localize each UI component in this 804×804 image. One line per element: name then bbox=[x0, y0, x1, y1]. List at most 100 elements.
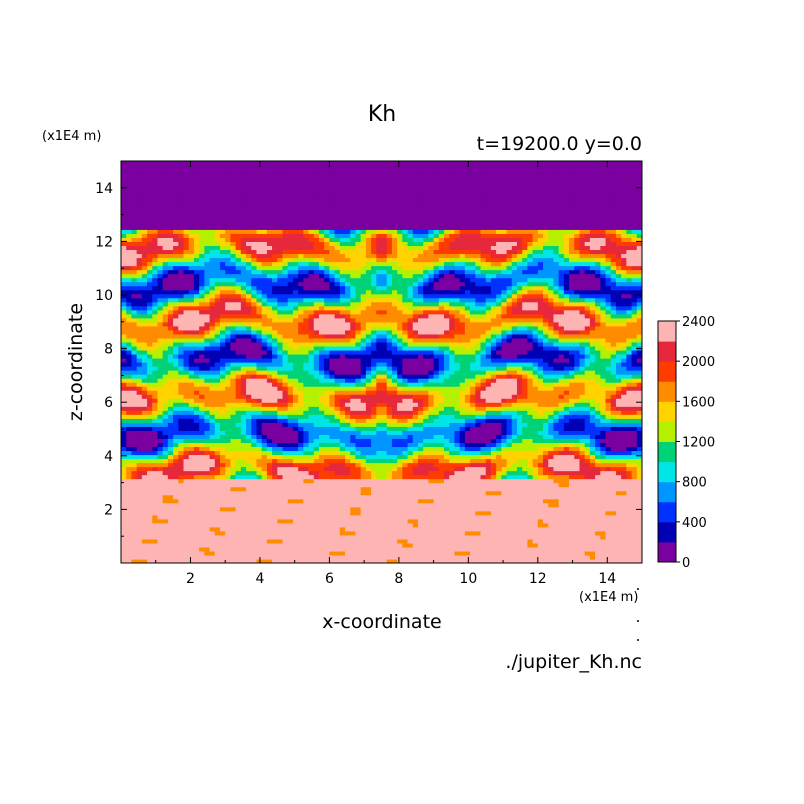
field-cell bbox=[490, 510, 497, 516]
field-cell bbox=[553, 382, 560, 387]
field-cell bbox=[136, 366, 143, 371]
field-cell bbox=[605, 490, 612, 496]
field-cell bbox=[365, 410, 372, 415]
field-cell bbox=[256, 414, 263, 419]
field-cell bbox=[339, 550, 346, 556]
field-cell bbox=[501, 518, 508, 524]
field-cell bbox=[303, 378, 310, 383]
field-cell bbox=[589, 450, 596, 456]
field-cell bbox=[459, 394, 466, 399]
field-cell bbox=[376, 426, 383, 431]
field-cell bbox=[522, 446, 528, 452]
field-cell bbox=[490, 466, 497, 472]
field-cell bbox=[173, 406, 179, 411]
field-cell bbox=[490, 474, 497, 480]
field-cell bbox=[313, 470, 320, 476]
field-cell bbox=[631, 490, 638, 496]
field-cell bbox=[261, 470, 268, 476]
field-cell bbox=[417, 522, 424, 528]
field-cell bbox=[256, 398, 263, 403]
field-cell bbox=[444, 466, 450, 472]
field-cell bbox=[235, 422, 242, 427]
field-cell bbox=[449, 470, 456, 476]
field-cell bbox=[235, 378, 242, 383]
field-cell bbox=[204, 410, 211, 415]
field-cell bbox=[214, 498, 221, 504]
field-cell bbox=[287, 410, 294, 415]
field-cell bbox=[240, 482, 247, 488]
field-cell bbox=[454, 450, 461, 456]
field-cell bbox=[121, 418, 127, 423]
field-cell bbox=[230, 486, 237, 492]
field-cell bbox=[376, 378, 383, 383]
field-cell bbox=[256, 474, 263, 480]
field-cell bbox=[308, 522, 315, 528]
field-cell bbox=[324, 542, 330, 548]
field-cell bbox=[355, 398, 362, 403]
field-cell bbox=[574, 366, 581, 371]
field-cell bbox=[595, 498, 601, 504]
field-cell bbox=[511, 526, 518, 532]
field-cell bbox=[605, 426, 612, 431]
field-cell bbox=[287, 406, 294, 411]
field-cell bbox=[371, 410, 377, 415]
field-cell bbox=[350, 398, 357, 403]
field-cell bbox=[475, 386, 482, 391]
field-cell bbox=[407, 390, 414, 395]
field-cell bbox=[610, 502, 617, 508]
field-cell bbox=[537, 458, 544, 464]
field-cell bbox=[308, 494, 315, 500]
field-cell bbox=[391, 454, 398, 460]
field-cell bbox=[621, 382, 627, 387]
field-cell bbox=[501, 530, 508, 536]
field-cell bbox=[126, 390, 133, 395]
field-cell bbox=[589, 406, 596, 411]
field-cell bbox=[569, 486, 575, 492]
field-cell bbox=[386, 386, 393, 391]
field-cell bbox=[214, 506, 221, 512]
field-cell bbox=[318, 382, 325, 387]
field-cell bbox=[178, 526, 185, 532]
field-cell bbox=[371, 458, 377, 464]
field-cell bbox=[386, 410, 393, 415]
field-cell bbox=[188, 458, 195, 464]
field-cell bbox=[407, 382, 414, 387]
field-cell bbox=[298, 374, 304, 379]
field-cell bbox=[235, 370, 242, 375]
field-cell bbox=[324, 442, 330, 448]
field-cell bbox=[428, 406, 435, 411]
field-cell bbox=[313, 530, 320, 536]
field-cell bbox=[376, 546, 383, 552]
field-cell bbox=[345, 554, 351, 560]
field-cell bbox=[173, 450, 179, 456]
field-cell bbox=[121, 398, 127, 403]
field-cell bbox=[136, 526, 143, 532]
field-cell bbox=[433, 446, 440, 452]
field-cell bbox=[600, 534, 607, 540]
field-cell bbox=[496, 454, 502, 460]
field-cell bbox=[334, 550, 341, 556]
field-cell bbox=[329, 450, 336, 456]
field-cell bbox=[318, 418, 325, 423]
field-cell bbox=[636, 378, 642, 383]
field-cell bbox=[636, 418, 642, 423]
field-cell bbox=[579, 362, 586, 367]
field-cell bbox=[339, 410, 346, 415]
field-cell bbox=[537, 538, 544, 544]
field-cell bbox=[386, 430, 393, 435]
field-cell bbox=[371, 426, 377, 431]
field-cell bbox=[584, 462, 591, 468]
field-cell bbox=[548, 442, 555, 448]
field-cell bbox=[563, 382, 570, 387]
field-cell bbox=[527, 538, 534, 544]
field-cell bbox=[449, 426, 456, 431]
field-cell bbox=[600, 406, 607, 411]
field-cell bbox=[574, 402, 581, 407]
field-cell bbox=[501, 502, 508, 508]
field-cell bbox=[631, 382, 638, 387]
field-cell bbox=[610, 514, 617, 520]
field-cell bbox=[402, 430, 409, 435]
field-cell bbox=[178, 370, 185, 375]
field-cell bbox=[475, 422, 482, 427]
field-cell bbox=[371, 446, 377, 452]
